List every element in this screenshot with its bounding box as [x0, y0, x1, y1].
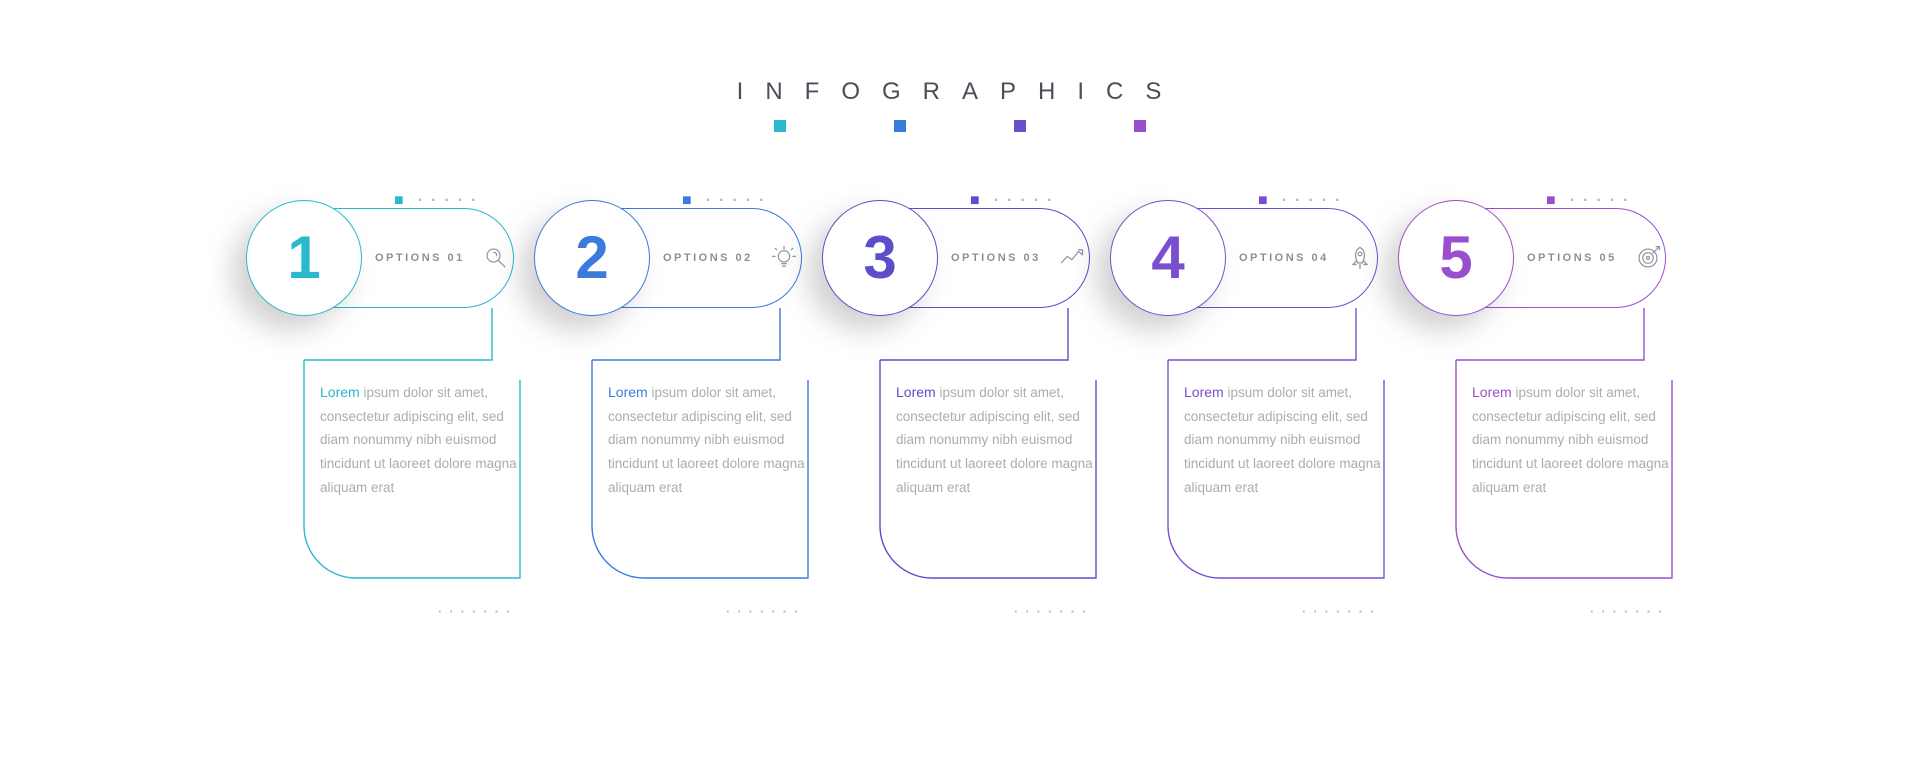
step-description: Lorem ipsum dolor sit amet, consectetur … — [896, 380, 1110, 499]
step-bottom-dots: ······· — [1590, 604, 1669, 619]
rocket-icon — [1347, 245, 1373, 271]
desc-body-rest: consectetur adipiscing elit, sed diam no… — [320, 405, 534, 500]
desc-lead: Lorem — [1472, 384, 1512, 400]
step-5: ■····· OPTIONS 05 5 Lorem ipsum dolor si… — [1406, 208, 1666, 308]
steps-row: ■····· OPTIONS 01 1 Lorem ipsum dolor si… — [0, 208, 1920, 308]
step-number: 5 — [1439, 228, 1472, 288]
step-description: Lorem ipsum dolor sit amet, consectetur … — [320, 380, 534, 499]
trend-arrow-icon — [1059, 245, 1085, 271]
step-description: Lorem ipsum dolor sit amet, consectetur … — [1184, 380, 1398, 499]
step-4: ■····· OPTIONS 04 4 Lorem ipsum dolor si… — [1118, 208, 1378, 308]
desc-lead: Lorem — [1184, 384, 1224, 400]
option-label: OPTIONS 04 — [1239, 252, 1329, 264]
target-icon — [1635, 245, 1661, 271]
desc-body-rest: consectetur adipiscing elit, sed diam no… — [1184, 405, 1398, 500]
step-number: 1 — [287, 228, 320, 288]
desc-body-start: ipsum dolor sit amet, — [1224, 385, 1352, 400]
step-description: Lorem ipsum dolor sit amet, consectetur … — [608, 380, 822, 499]
main-title: INFOGRAPHICS — [0, 78, 1920, 106]
number-circle: 5 — [1398, 200, 1514, 316]
title-squares — [0, 120, 1920, 132]
step-connector: Lorem ipsum dolor sit amet, consectetur … — [1456, 308, 1666, 588]
step-connector: Lorem ipsum dolor sit amet, consectetur … — [592, 308, 802, 588]
option-label: OPTIONS 05 — [1527, 252, 1617, 264]
step-number: 2 — [575, 228, 608, 288]
desc-body-start: ipsum dolor sit amet, — [1512, 385, 1640, 400]
title-square-2 — [894, 120, 906, 132]
step-connector: Lorem ipsum dolor sit amet, consectetur … — [304, 308, 514, 588]
step-number: 4 — [1151, 228, 1184, 288]
desc-lead: Lorem — [896, 384, 936, 400]
desc-body-start: ipsum dolor sit amet, — [360, 385, 488, 400]
desc-body-rest: consectetur adipiscing elit, sed diam no… — [896, 405, 1110, 500]
number-circle: 2 — [534, 200, 650, 316]
step-3: ■····· OPTIONS 03 3 Lorem ipsum dolor si… — [830, 208, 1090, 308]
desc-lead: Lorem — [320, 384, 360, 400]
desc-body-rest: consectetur adipiscing elit, sed diam no… — [608, 405, 822, 500]
number-circle: 3 — [822, 200, 938, 316]
step-bottom-dots: ······· — [726, 604, 805, 619]
number-circle: 1 — [246, 200, 362, 316]
title-square-3 — [1014, 120, 1026, 132]
option-label: OPTIONS 01 — [375, 252, 465, 264]
option-label: OPTIONS 03 — [951, 252, 1041, 264]
number-circle: 4 — [1110, 200, 1226, 316]
desc-body-start: ipsum dolor sit amet, — [936, 385, 1064, 400]
step-bottom-dots: ······· — [1302, 604, 1381, 619]
lightbulb-icon — [771, 245, 797, 271]
desc-body-start: ipsum dolor sit amet, — [648, 385, 776, 400]
step-bottom-dots: ······· — [1014, 604, 1093, 619]
step-connector: Lorem ipsum dolor sit amet, consectetur … — [1168, 308, 1378, 588]
step-connector: Lorem ipsum dolor sit amet, consectetur … — [880, 308, 1090, 588]
desc-body-rest: consectetur adipiscing elit, sed diam no… — [1472, 405, 1686, 500]
title-square-4 — [1134, 120, 1146, 132]
step-2: ■····· OPTIONS 02 2 Lorem ipsum dolor si… — [542, 208, 802, 308]
desc-lead: Lorem — [608, 384, 648, 400]
magnifying-glass-icon — [483, 245, 509, 271]
step-bottom-dots: ······· — [438, 604, 517, 619]
option-label: OPTIONS 02 — [663, 252, 753, 264]
step-description: Lorem ipsum dolor sit amet, consectetur … — [1472, 380, 1686, 499]
infographic-stage: INFOGRAPHICS ■····· OPTIONS 01 1 Lorem i… — [0, 0, 1920, 768]
title-square-1 — [774, 120, 786, 132]
title-block: INFOGRAPHICS — [0, 78, 1920, 132]
step-1: ■····· OPTIONS 01 1 Lorem ipsum dolor si… — [254, 208, 514, 308]
step-number: 3 — [863, 228, 896, 288]
